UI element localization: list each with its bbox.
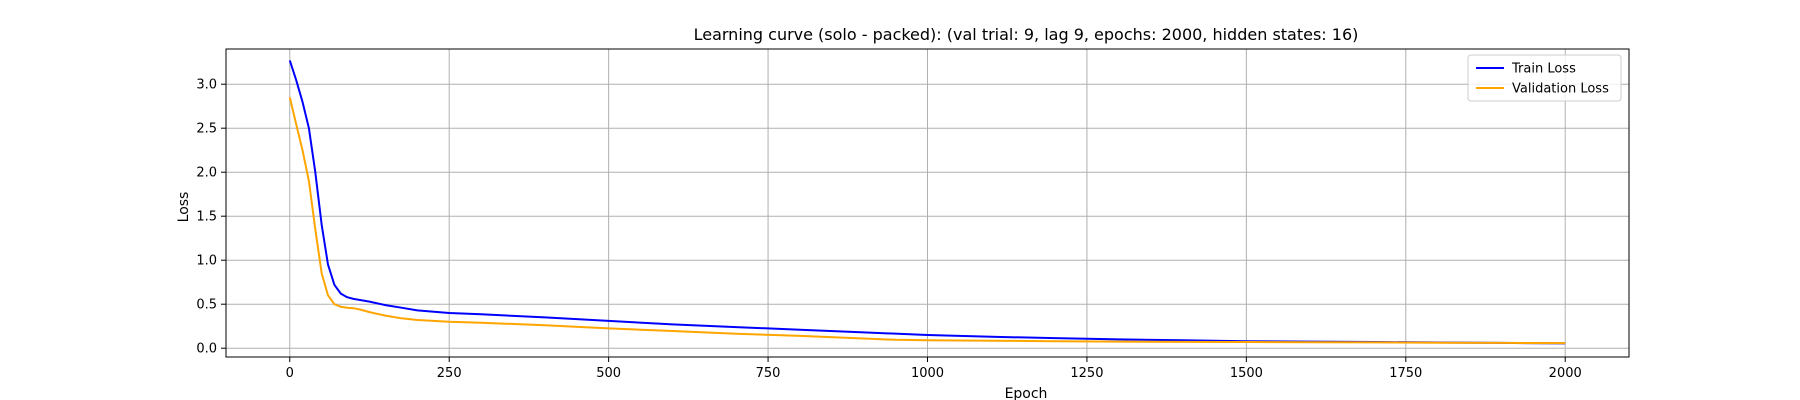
x-tick-label: 1000 [911,366,944,381]
y-tick-label: 1.0 [196,254,217,269]
y-tick-label: 2.5 [196,122,217,137]
y-tick-label: 1.5 [196,210,217,225]
plot-area: 0 250 500 750 1000 1250 1500 1750 2000 0.0 0.5 1.0… [196,48,1630,381]
y-axis-label: Loss [176,192,192,223]
grid-lines [226,49,1629,357]
legend-box [1467,54,1622,102]
y-tick-label: 2.0 [196,166,217,181]
x-tick-label: 0 [286,366,294,381]
x-axis-ticks: 0 250 500 750 1000 1250 1500 1750 2000 [286,357,1582,381]
y-tick-label: 0.0 [196,342,217,357]
x-axis-label: Epoch [1005,386,1048,400]
x-tick-label: 500 [596,366,621,381]
x-tick-label: 1500 [1230,366,1263,381]
series-lines [288,60,1566,345]
legend-label: Validation Loss [1512,82,1609,97]
x-tick-label: 1750 [1389,366,1422,381]
y-axis-ticks: 0.0 0.5 1.0 1.5 2.0 2.5 3.0 [196,78,226,357]
x-tick-label: 2000 [1549,366,1582,381]
legend: Train Loss Validation Loss [1467,54,1622,102]
x-tick-label: 1250 [1070,366,1103,381]
legend-label: Train Loss [1511,62,1576,77]
series-line-1 [288,97,1566,345]
chart-title: Learning curve (solo - packed): (val tri… [694,25,1359,44]
x-tick-label: 750 [756,366,781,381]
y-tick-label: 0.5 [196,298,217,313]
series-line-0 [288,60,1566,345]
x-tick-label: 250 [437,366,462,381]
y-tick-label: 3.0 [196,78,217,93]
